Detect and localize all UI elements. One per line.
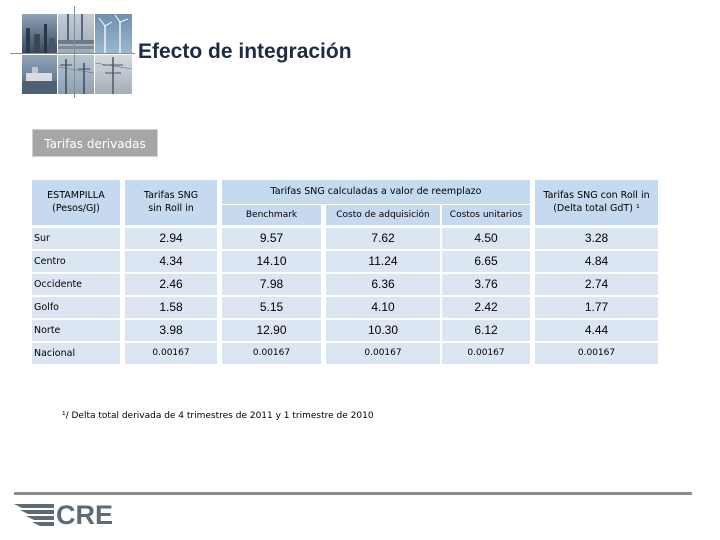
cell-sin-roll: 1.58: [125, 297, 217, 318]
cell-benchmark: 0.00167: [222, 343, 321, 364]
cell-costos-unitarios: 3.76: [442, 274, 530, 295]
sub-header-costos-unitarios: Costos unitarios: [442, 205, 530, 225]
cell-con-roll: 4.84: [535, 251, 658, 272]
col-header-con-roll: Tarifas SNG con Roll in (Delta total GdT…: [535, 180, 658, 225]
header-photo-mosaic: [22, 14, 132, 94]
pipeline-photo: [58, 14, 94, 54]
table-row: Sur 2.94 9.57 7.62 4.50 3.28: [32, 228, 658, 249]
wind-turbines-photo: [95, 14, 132, 54]
cell-costos-unitarios: 0.00167: [442, 343, 530, 364]
cell-costo-adquisicion: 4.10: [326, 297, 440, 318]
power-lines-photo: [95, 55, 132, 94]
cell-sin-roll: 4.34: [125, 251, 217, 272]
cell-sin-roll: 2.94: [125, 228, 217, 249]
col-header-estampilla-label: ESTAMPILLA (Pesos/GJ): [47, 189, 105, 214]
col-header-estampilla: ESTAMPILLA (Pesos/GJ): [32, 180, 120, 225]
table-row: Norte 3.98 12.90 10.30 6.12 4.44: [32, 320, 658, 341]
section-label: Tarifas derivadas: [32, 129, 158, 157]
cell-costo-adquisicion: 0.00167: [326, 343, 440, 364]
header-divider-vertical: [74, 6, 75, 98]
footnote: ¹/ Delta total derivada de 4 trimestres …: [62, 411, 374, 421]
table-row: Nacional 0.00167 0.00167 0.00167 0.00167…: [32, 343, 658, 364]
cell-costos-unitarios: 6.12: [442, 320, 530, 341]
cell-sin-roll: 0.00167: [125, 343, 217, 364]
sub-header-costo-adquisicion: Costo de adquisición: [326, 205, 440, 225]
header-divider-horizontal: [10, 53, 135, 54]
row-label: Occidente: [32, 274, 120, 295]
cell-benchmark: 5.15: [222, 297, 321, 318]
cell-benchmark: 7.98: [222, 274, 321, 295]
row-label: Nacional: [32, 343, 120, 364]
row-label: Norte: [32, 320, 120, 341]
cell-costo-adquisicion: 10.30: [326, 320, 440, 341]
cell-costo-adquisicion: 11.24: [326, 251, 440, 272]
cell-benchmark: 12.90: [222, 320, 321, 341]
table-row: Golfo 1.58 5.15 4.10 2.42 1.77: [32, 297, 658, 318]
cell-costos-unitarios: 4.50: [442, 228, 530, 249]
cell-costo-adquisicion: 6.36: [326, 274, 440, 295]
row-label: Centro: [32, 251, 120, 272]
ship-photo: [22, 55, 57, 94]
cell-con-roll: 3.28: [535, 228, 658, 249]
transmission-towers-photo: [58, 55, 94, 94]
row-label: Golfo: [32, 297, 120, 318]
footer-divider: [14, 492, 692, 495]
industrial-plant-photo: [22, 14, 57, 54]
table-row: Occidente 2.46 7.98 6.36 3.76 2.74: [32, 274, 658, 295]
cell-benchmark: 9.57: [222, 228, 321, 249]
cell-benchmark: 14.10: [222, 251, 321, 272]
col-header-con-roll-label: Tarifas SNG con Roll in (Delta total GdT…: [543, 189, 650, 214]
cell-costo-adquisicion: 7.62: [326, 228, 440, 249]
cell-con-roll: 1.77: [535, 297, 658, 318]
cell-con-roll: 2.74: [535, 274, 658, 295]
cell-costos-unitarios: 2.42: [442, 297, 530, 318]
cre-logo-icon: [14, 504, 54, 526]
cell-sin-roll: 2.46: [125, 274, 217, 295]
col-header-sin-roll: Tarifas SNG sin Roll in: [125, 180, 217, 225]
logo-text: CRE: [56, 500, 114, 530]
page-title: Efecto de integración: [138, 40, 352, 63]
cell-con-roll: 4.44: [535, 320, 658, 341]
row-label: Sur: [32, 228, 120, 249]
cell-con-roll: 0.00167: [535, 343, 658, 364]
col-group-header: Tarifas SNG calculadas a valor de reempl…: [222, 180, 530, 204]
cell-costos-unitarios: 6.65: [442, 251, 530, 272]
sub-header-benchmark: Benchmark: [222, 205, 321, 225]
table-row: Centro 4.34 14.10 11.24 6.65 4.84: [32, 251, 658, 272]
col-header-sin-roll-label: Tarifas SNG sin Roll in: [143, 189, 199, 214]
cell-sin-roll: 3.98: [125, 320, 217, 341]
